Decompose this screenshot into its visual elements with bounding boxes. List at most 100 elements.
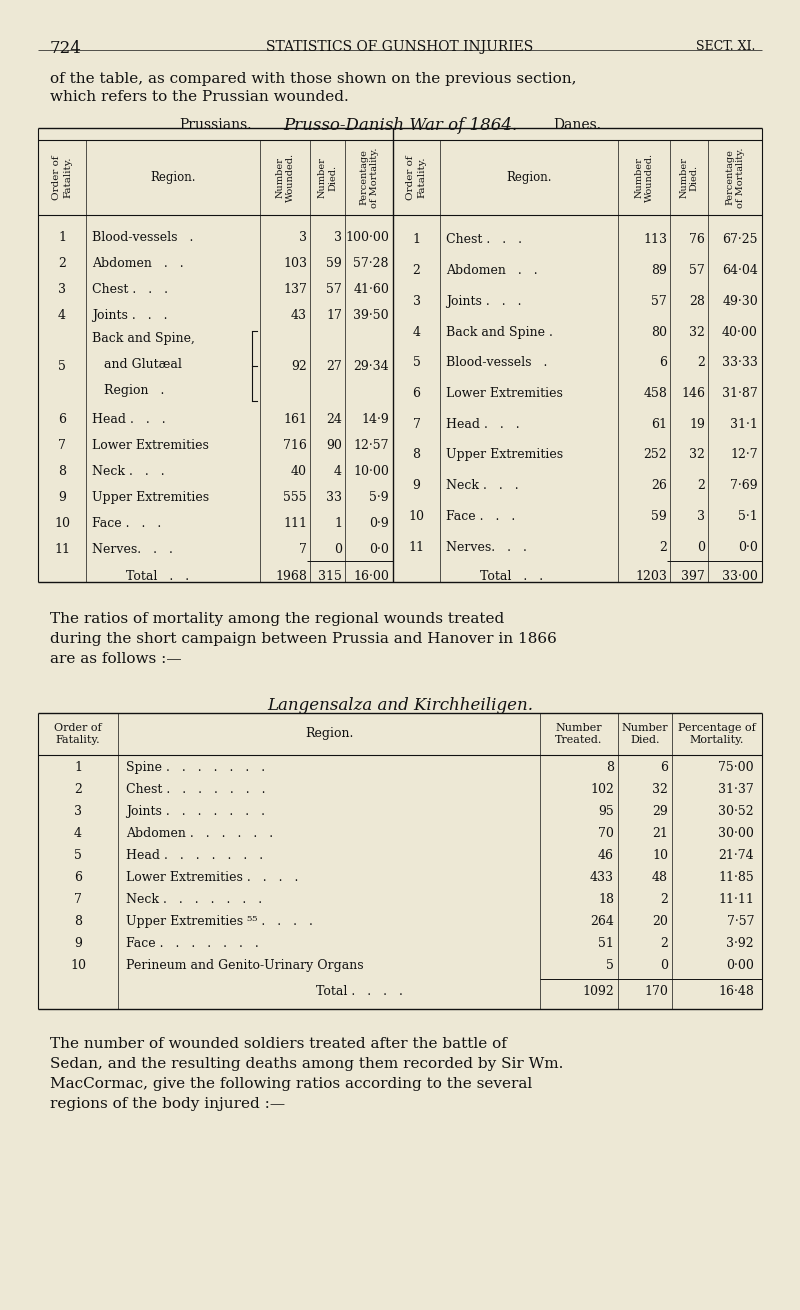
Text: Chest .   .   .: Chest . . .: [446, 233, 522, 246]
Text: 1092: 1092: [582, 985, 614, 998]
Text: Upper Extremities: Upper Extremities: [446, 448, 563, 461]
Text: 33·00: 33·00: [722, 570, 758, 583]
Text: 39·50: 39·50: [354, 309, 389, 322]
Text: Neck .   .   .: Neck . . .: [446, 479, 518, 493]
Text: Percentage of
Mortality.: Percentage of Mortality.: [678, 723, 756, 745]
Text: 76: 76: [689, 233, 705, 246]
Text: 0: 0: [660, 959, 668, 972]
Text: 10: 10: [54, 517, 70, 529]
Text: 5: 5: [413, 356, 421, 369]
Text: 33·33: 33·33: [722, 356, 758, 369]
Text: 100·00: 100·00: [345, 231, 389, 244]
Text: 14·9: 14·9: [362, 413, 389, 426]
Text: 19: 19: [689, 418, 705, 431]
Text: 111: 111: [283, 517, 307, 529]
Text: 80: 80: [651, 326, 667, 338]
Text: Percentage
of Mortality.: Percentage of Mortality.: [359, 147, 378, 208]
Text: Order of
Fatality.: Order of Fatality.: [52, 155, 72, 200]
Text: Back and Spine .: Back and Spine .: [446, 326, 553, 338]
Text: Joints .   .   .   .   .   .   .: Joints . . . . . . .: [126, 804, 265, 817]
Text: 9: 9: [58, 491, 66, 504]
Text: 31·37: 31·37: [718, 782, 754, 795]
Text: Face .   .   .: Face . . .: [446, 510, 515, 523]
Text: 5: 5: [606, 959, 614, 972]
Text: 11: 11: [54, 542, 70, 555]
Text: Order of
Fatality.: Order of Fatality.: [54, 723, 102, 745]
Text: Head .   .   .: Head . . .: [446, 418, 520, 431]
Text: 0: 0: [697, 541, 705, 554]
Text: 0·0: 0·0: [738, 541, 758, 554]
Text: 3: 3: [58, 283, 66, 296]
Text: 5: 5: [58, 359, 66, 372]
Text: Region.: Region.: [305, 727, 353, 740]
Text: 0·0: 0·0: [369, 542, 389, 555]
Text: 4: 4: [74, 827, 82, 840]
Text: 29·34: 29·34: [354, 359, 389, 372]
Text: 5: 5: [74, 849, 82, 862]
Text: 10: 10: [409, 510, 425, 523]
Text: Perineum and Genito-Urinary Organs: Perineum and Genito-Urinary Organs: [126, 959, 364, 972]
Text: 33: 33: [326, 491, 342, 504]
Text: Lower Extremities .   .   .   .: Lower Extremities . . . .: [126, 871, 298, 884]
Text: Head .   .   .: Head . . .: [92, 413, 166, 426]
Text: 0·9: 0·9: [370, 517, 389, 529]
Text: 4: 4: [58, 309, 66, 322]
Text: 21·74: 21·74: [718, 849, 754, 862]
Text: 8: 8: [74, 914, 82, 927]
Text: SECT. XI.: SECT. XI.: [696, 41, 755, 52]
Text: Order of
Fatality.: Order of Fatality.: [406, 155, 426, 200]
Text: are as follows :—: are as follows :—: [50, 652, 182, 665]
Text: 146: 146: [681, 386, 705, 400]
Text: 1: 1: [58, 231, 66, 244]
Text: Langensalza and Kirchheiligen.: Langensalza and Kirchheiligen.: [267, 697, 533, 714]
Text: The ratios of mortality among the regional wounds treated: The ratios of mortality among the region…: [50, 612, 504, 626]
Text: Neck .   .   .: Neck . . .: [92, 465, 165, 478]
Text: 11: 11: [409, 541, 425, 554]
Text: 2: 2: [660, 892, 668, 905]
Text: 20: 20: [652, 914, 668, 927]
Text: 70: 70: [598, 827, 614, 840]
Text: Spine .   .   .   .   .   .   .: Spine . . . . . . .: [126, 761, 265, 774]
Text: 102: 102: [590, 782, 614, 795]
Text: 2: 2: [659, 541, 667, 554]
Text: 0·00: 0·00: [726, 959, 754, 972]
Text: Number
Died.: Number Died.: [679, 157, 698, 198]
Text: 26: 26: [651, 479, 667, 493]
Text: Head .   .   .   .   .   .   .: Head . . . . . . .: [126, 849, 263, 862]
Text: and Glutæal: and Glutæal: [92, 358, 182, 371]
Text: 90: 90: [326, 439, 342, 452]
Text: 31·87: 31·87: [722, 386, 758, 400]
Text: 6: 6: [74, 871, 82, 884]
Text: 3: 3: [697, 510, 705, 523]
Text: 29: 29: [652, 804, 668, 817]
Text: Abdomen   .   .: Abdomen . .: [92, 257, 184, 270]
Text: Region.: Region.: [506, 172, 552, 183]
Text: 9: 9: [413, 479, 421, 493]
Text: 7·57: 7·57: [726, 914, 754, 927]
Text: 7: 7: [74, 892, 82, 905]
Text: Number
Wounded.: Number Wounded.: [634, 153, 654, 202]
Text: Danes.: Danes.: [554, 118, 602, 132]
Text: 24: 24: [326, 413, 342, 426]
Text: Number
Died.: Number Died.: [622, 723, 668, 745]
Text: 7: 7: [299, 542, 307, 555]
Text: 11·85: 11·85: [718, 871, 754, 884]
Text: 59: 59: [651, 510, 667, 523]
Text: 2: 2: [697, 479, 705, 493]
Text: 89: 89: [651, 265, 667, 278]
Text: 10·00: 10·00: [353, 465, 389, 478]
Text: 11·11: 11·11: [718, 892, 754, 905]
Text: Face .   .   .: Face . . .: [92, 517, 162, 529]
Text: regions of the body injured :—: regions of the body injured :—: [50, 1096, 285, 1111]
Text: 75·00: 75·00: [718, 761, 754, 774]
Text: 5·1: 5·1: [738, 510, 758, 523]
Text: Back and Spine,: Back and Spine,: [92, 333, 195, 346]
Text: Prusso-Danish War of 1864.: Prusso-Danish War of 1864.: [283, 117, 517, 134]
Text: Nerves.   .   .: Nerves. . .: [446, 541, 527, 554]
Text: Blood-vessels   .: Blood-vessels .: [92, 231, 194, 244]
Text: 8: 8: [413, 448, 421, 461]
Text: 7·69: 7·69: [730, 479, 758, 493]
Text: 4: 4: [413, 326, 421, 338]
Text: 18: 18: [598, 892, 614, 905]
Text: 8: 8: [606, 761, 614, 774]
